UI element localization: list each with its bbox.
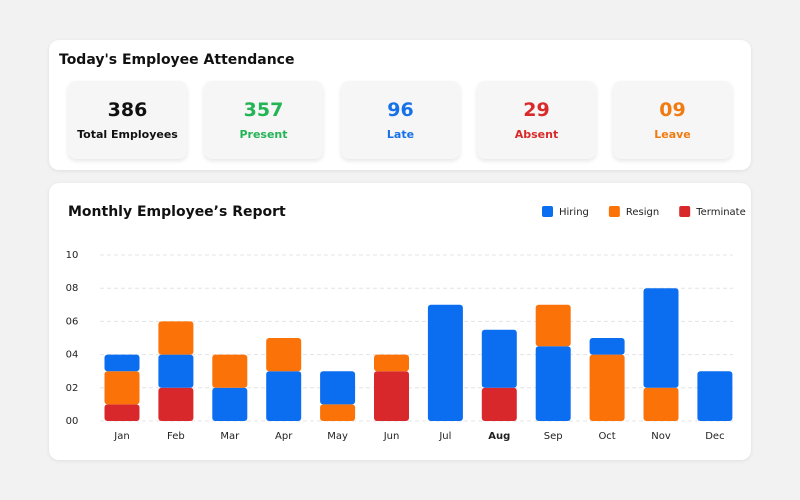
stat-label: Total Employees: [77, 128, 178, 141]
stat-label: Present: [239, 128, 288, 141]
legend-swatch: [679, 206, 691, 217]
x-tick-label: May: [327, 431, 348, 442]
bar-segment: [158, 387, 194, 421]
bar-segment: [481, 329, 517, 388]
attendance-card: Today's Employee Attendance 386 Total Emp…: [49, 40, 751, 170]
y-tick-label: 10: [66, 250, 79, 261]
bar-segment: [643, 387, 679, 421]
bar-segment: [643, 288, 679, 388]
bar-segment: [481, 387, 517, 421]
bar-segment: [535, 346, 571, 421]
legend-label: Resign: [626, 207, 659, 218]
bar-segment: [697, 371, 733, 421]
legend-label: Hiring: [559, 207, 589, 218]
x-tick-label: Mar: [220, 431, 240, 442]
attendance-title: Today's Employee Attendance: [59, 52, 295, 68]
y-tick-label: 00: [66, 416, 79, 427]
bar-segment: [320, 404, 356, 421]
stat-value: 29: [523, 99, 550, 121]
bar-segment: [589, 338, 625, 355]
bar-segment: [374, 354, 409, 372]
stat-value: 357: [243, 99, 284, 121]
bar-segment: [266, 371, 302, 421]
bar-segment: [266, 338, 302, 372]
stat-card: 386 Total Employees: [68, 81, 187, 159]
x-tick-label: Jul: [438, 431, 451, 442]
x-tick-label: Oct: [598, 431, 615, 442]
y-tick-label: 04: [66, 350, 79, 361]
x-tick-label: Nov: [651, 431, 671, 442]
bar-segment: [158, 354, 194, 388]
stat-value: 09: [659, 99, 686, 121]
stat-value: 96: [387, 99, 414, 121]
y-tick-label: 06: [66, 316, 79, 327]
x-tick-label: Aug: [488, 431, 510, 442]
x-tick-label: Sep: [544, 431, 563, 442]
bar-segment: [104, 371, 140, 405]
y-tick-label: 02: [66, 383, 79, 394]
bar-segment: [104, 354, 140, 372]
legend-swatch: [608, 206, 620, 217]
stat-card: 357 Present: [204, 81, 323, 159]
legend-swatch: [542, 206, 553, 217]
chart-title: Monthly Employee’s Report: [68, 204, 286, 220]
stat-card: 96 Late: [341, 81, 460, 159]
bar-segment: [212, 354, 248, 388]
legend-label: Terminate: [695, 207, 746, 218]
bar-segment: [212, 387, 248, 421]
x-tick-label: Jan: [113, 431, 129, 442]
x-tick-label: Jun: [383, 431, 400, 442]
x-tick-label: Apr: [275, 431, 293, 442]
stat-label: Absent: [514, 128, 559, 141]
bar-segment: [320, 371, 356, 405]
bar-segment: [535, 304, 571, 347]
bar-segment: [104, 404, 140, 421]
y-tick-label: 08: [66, 283, 79, 294]
stat-label: Late: [386, 128, 415, 141]
stat-label: Leave: [654, 128, 691, 141]
bar-segment: [427, 304, 463, 421]
x-tick-label: Dec: [705, 431, 724, 442]
bar-segment: [374, 371, 409, 421]
stat-value: 386: [107, 99, 148, 121]
stat-card: 29 Absent: [477, 81, 596, 159]
stat-card: 09 Leave: [613, 81, 732, 159]
bar-segment: [158, 321, 194, 355]
x-tick-label: Feb: [167, 431, 185, 442]
bar-segment: [589, 354, 625, 421]
